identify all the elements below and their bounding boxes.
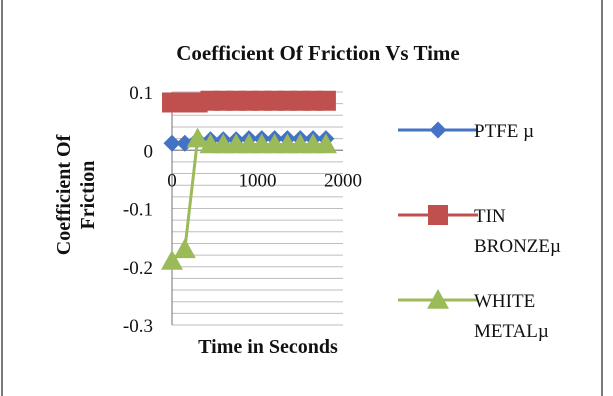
legend-label: WHITE METALµ	[474, 291, 549, 342]
data-point	[176, 134, 194, 152]
y-tick-label: 0	[144, 141, 154, 162]
data-point	[315, 90, 336, 111]
x-tick-label: 2000	[324, 170, 362, 191]
y-axis-title-line: Coefficient Of	[53, 134, 75, 255]
legend-label: TIN BRONZEµ	[474, 206, 561, 257]
legend-label: PTFE µ	[474, 121, 534, 142]
legend-marker	[429, 121, 447, 139]
legend-label-line: BRONZEµ	[474, 236, 561, 257]
legend-label-line: METALµ	[474, 321, 549, 342]
y-tick-labels: 0.1 0 -0.1 -0.2 -0.3	[123, 83, 153, 337]
data-point	[186, 127, 209, 148]
series-layer	[161, 90, 337, 270]
chart-title: Coefficient Of Friction Vs Time	[176, 41, 459, 65]
y-tick-label: -0.2	[123, 258, 153, 279]
data-point	[314, 133, 337, 154]
data-point	[161, 249, 183, 270]
x-tick-label: 1000	[239, 170, 277, 191]
gridlines	[172, 91, 343, 326]
series-triangle	[161, 127, 337, 270]
legend: PTFE µ TIN BRONZEµ WHITE METALµ	[398, 121, 561, 342]
legend-label-line: PTFE µ	[474, 121, 534, 142]
y-axis-title-line: Friction	[77, 161, 99, 230]
x-tick-labels: 0 1000 2000	[167, 170, 362, 191]
series-square	[162, 90, 336, 113]
legend-marker	[427, 289, 449, 309]
legend-marker	[428, 205, 448, 225]
legend-label-line: TIN	[474, 206, 506, 227]
legend-label-line: WHITE	[474, 291, 535, 312]
series-line	[170, 136, 326, 263]
x-tick-label: 0	[167, 170, 177, 191]
y-axis-title: Coefficient Of Friction	[53, 134, 99, 255]
x-axis-title: Time in Seconds	[198, 336, 338, 358]
y-tick-label: -0.1	[123, 200, 153, 221]
data-point	[163, 134, 181, 152]
y-tick-label: -0.3	[123, 316, 153, 337]
y-tick-label: 0.1	[129, 83, 153, 104]
data-point	[173, 238, 196, 259]
